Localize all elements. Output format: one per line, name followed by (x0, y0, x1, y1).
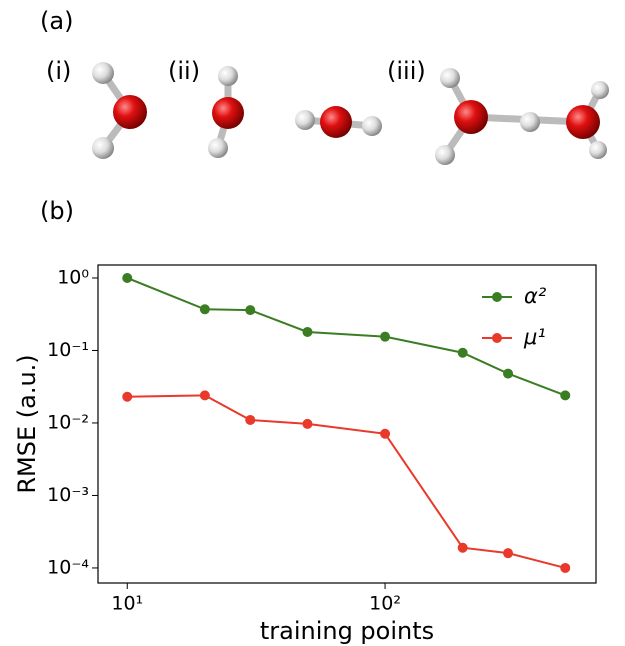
data-point (200, 390, 210, 400)
panel-label: (ii) (168, 57, 200, 85)
series-line (127, 395, 565, 568)
y-tick-label: 10⁰ (57, 266, 89, 288)
data-point (302, 419, 312, 429)
data-point (245, 415, 255, 425)
y-axis-label: RMSE (a.u.) (13, 354, 41, 493)
legend-label: μ¹ (523, 325, 546, 349)
y-tick-label: 10⁻¹ (47, 339, 89, 361)
figure: (a) (i) (ii) (iii) (b) training points R… (0, 0, 625, 646)
legend-marker (492, 333, 502, 343)
data-point (245, 305, 255, 315)
data-point (380, 429, 390, 439)
x-axis-label: training points (260, 617, 434, 645)
y-tick-label: 10⁻³ (47, 484, 89, 506)
data-point (122, 392, 132, 402)
panel-label: (b) (40, 197, 74, 225)
data-point (458, 543, 468, 553)
data-point (122, 273, 132, 283)
y-tick-label: 10⁻² (47, 411, 89, 433)
data-point (200, 304, 210, 314)
panel-label: (a) (40, 7, 73, 35)
panel-label: (i) (46, 57, 71, 85)
legend-label: α² (524, 284, 547, 308)
x-tick-label: 10¹ (111, 593, 143, 615)
plot-frame (98, 265, 596, 583)
data-point (503, 369, 513, 379)
data-point (302, 327, 312, 337)
panel-label: (iii) (387, 57, 426, 85)
data-point (503, 548, 513, 558)
data-point (560, 390, 570, 400)
legend-marker (492, 292, 502, 302)
data-point (458, 348, 468, 358)
data-point (380, 332, 390, 342)
data-point (560, 563, 570, 573)
x-tick-label: 10² (369, 593, 401, 615)
y-tick-label: 10⁻⁴ (47, 556, 89, 578)
